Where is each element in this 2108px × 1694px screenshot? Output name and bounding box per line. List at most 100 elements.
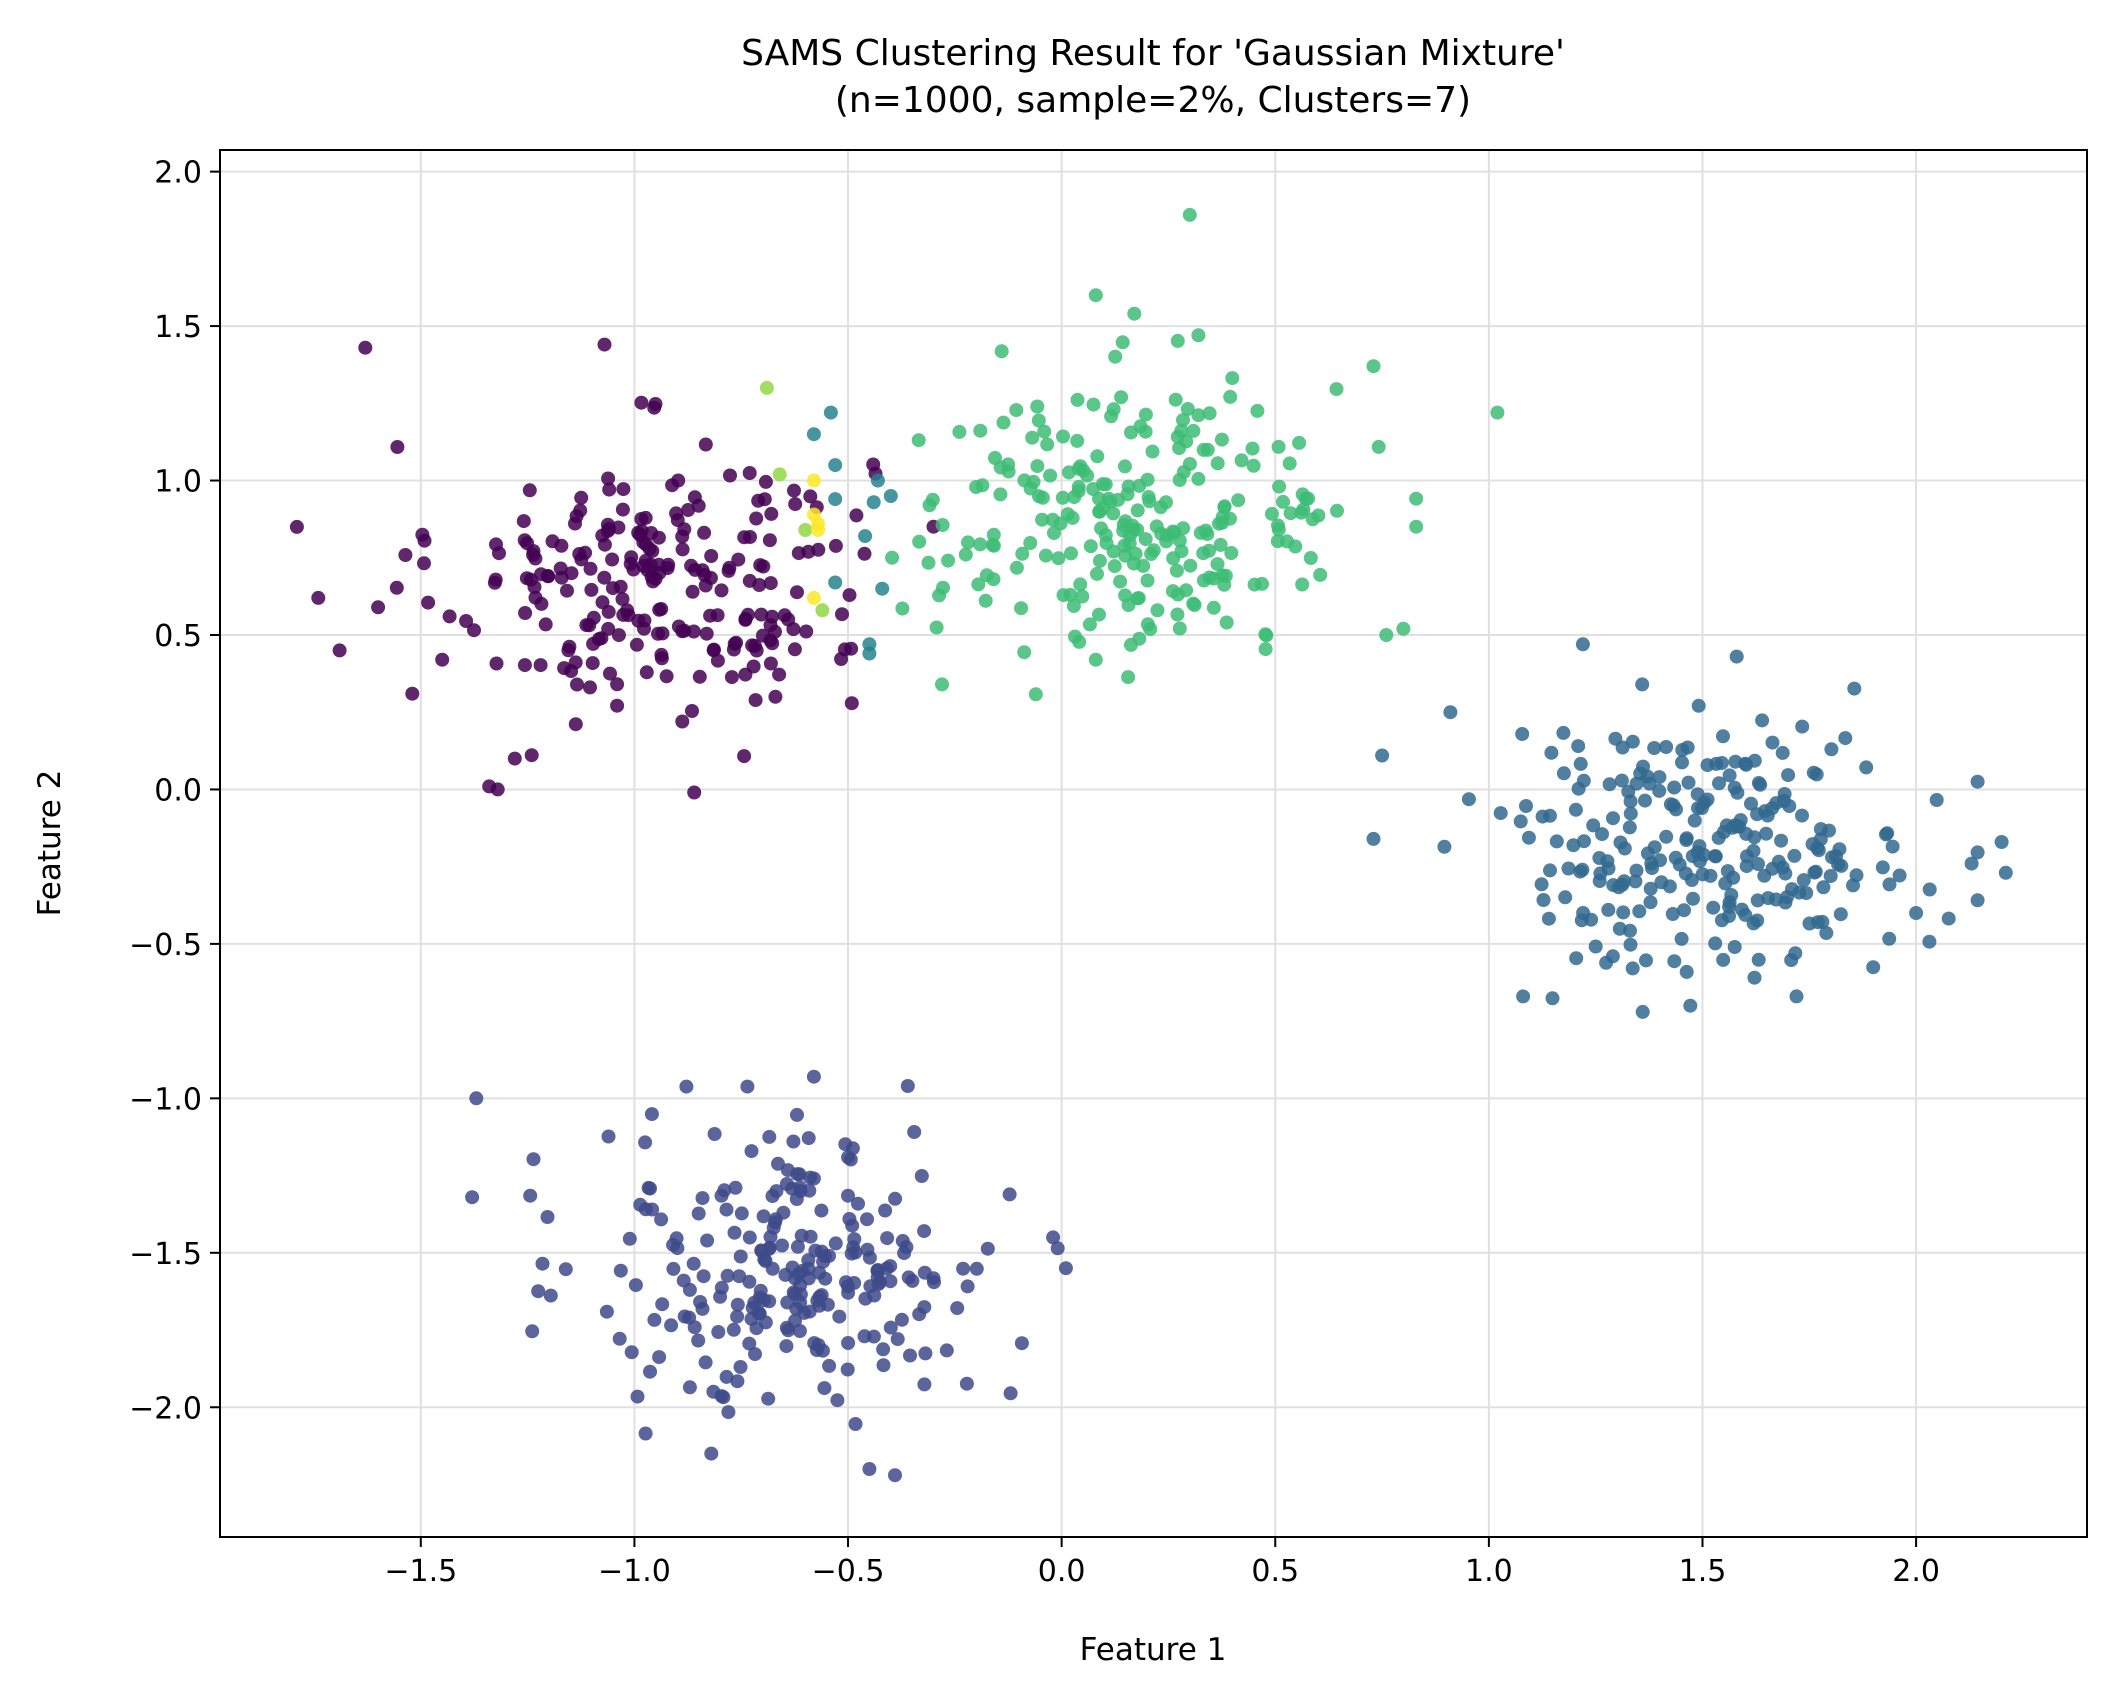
data-point — [830, 1393, 845, 1408]
data-point — [878, 1203, 893, 1218]
data-point — [417, 533, 432, 548]
data-point — [1645, 861, 1659, 876]
data-point — [601, 471, 616, 486]
data-point — [756, 1209, 771, 1224]
data-point — [660, 561, 675, 576]
data-point — [857, 1329, 872, 1344]
data-point — [1588, 939, 1603, 954]
data-point — [1566, 838, 1581, 853]
plot-frame — [219, 149, 2088, 1538]
data-point — [1014, 1336, 1029, 1351]
data-point — [1683, 998, 1698, 1013]
data-point — [1802, 916, 1817, 931]
data-point — [1751, 857, 1765, 871]
data-point — [1623, 937, 1638, 952]
data-point — [442, 609, 457, 624]
data-point — [733, 1360, 748, 1374]
data-point — [684, 558, 699, 573]
data-point — [599, 1304, 614, 1319]
data-point — [1067, 490, 1082, 505]
data-point — [655, 626, 670, 641]
data-point — [1196, 442, 1211, 457]
data-point — [603, 666, 617, 681]
data-point — [562, 639, 577, 654]
data-point — [749, 511, 764, 526]
data-point — [675, 624, 690, 639]
data-point — [1729, 649, 1744, 664]
data-point — [1090, 566, 1104, 581]
data-point — [1677, 903, 1691, 918]
data-point — [1672, 857, 1687, 872]
data-point — [841, 1336, 856, 1350]
data-point — [518, 606, 533, 620]
data-point — [1140, 617, 1155, 632]
data-point — [1276, 494, 1290, 509]
data-point — [723, 468, 737, 483]
data-point — [695, 1191, 710, 1206]
data-point — [1086, 397, 1101, 412]
data-point — [1130, 503, 1145, 518]
data-point — [623, 556, 638, 571]
data-point — [1043, 468, 1058, 483]
data-point — [1182, 207, 1197, 222]
data-point — [1684, 873, 1699, 887]
data-point — [1038, 548, 1053, 563]
data-point — [758, 474, 773, 489]
data-point — [1690, 845, 1705, 860]
data-point — [1264, 506, 1279, 521]
data-point — [1118, 588, 1133, 603]
data-point — [1746, 844, 1761, 858]
data-point — [935, 677, 949, 692]
data-point — [721, 1405, 736, 1420]
data-point — [952, 424, 967, 439]
data-point — [742, 573, 757, 588]
data-point — [828, 575, 843, 590]
data-point — [993, 487, 1008, 502]
data-point — [806, 473, 821, 488]
data-point — [652, 1350, 667, 1365]
data-point — [1070, 433, 1085, 448]
data-point — [1246, 458, 1261, 473]
data-point — [692, 669, 707, 684]
data-point — [1643, 881, 1658, 896]
data-point — [1086, 482, 1101, 496]
data-point — [597, 337, 612, 352]
data-point — [647, 1312, 662, 1327]
data-point — [622, 1231, 637, 1246]
data-point — [533, 658, 548, 673]
series-1 — [465, 1069, 1073, 1483]
data-point — [1694, 801, 1709, 815]
data-point — [1094, 521, 1109, 536]
y-tick-label: 2.0 — [154, 156, 202, 191]
y-tick-label: 0.5 — [154, 619, 202, 654]
data-point — [1176, 465, 1191, 480]
data-point — [932, 588, 947, 603]
data-point — [1747, 970, 1762, 985]
data-point — [612, 1331, 627, 1346]
data-point — [879, 1261, 894, 1276]
data-point — [1558, 890, 1573, 905]
data-point — [1722, 899, 1737, 914]
data-point — [1970, 774, 1985, 789]
data-point — [1712, 776, 1726, 791]
series-2 — [1366, 637, 2013, 1019]
data-point — [917, 1224, 932, 1239]
data-point — [605, 552, 620, 567]
data-point — [613, 1263, 628, 1278]
data-point — [1366, 831, 1381, 846]
data-point — [1667, 954, 1682, 969]
data-point — [1929, 793, 1944, 807]
data-point — [488, 572, 503, 587]
data-point — [1716, 952, 1731, 967]
data-point — [1223, 389, 1238, 404]
data-point — [1829, 849, 1843, 864]
data-point — [918, 1346, 933, 1361]
data-point — [1120, 487, 1135, 502]
data-point — [1706, 900, 1721, 915]
data-point — [895, 1234, 910, 1248]
data-point — [1569, 951, 1584, 966]
data-point — [757, 492, 772, 507]
data-point — [1106, 402, 1121, 417]
data-point — [1747, 830, 1762, 845]
data-point — [1140, 573, 1155, 588]
